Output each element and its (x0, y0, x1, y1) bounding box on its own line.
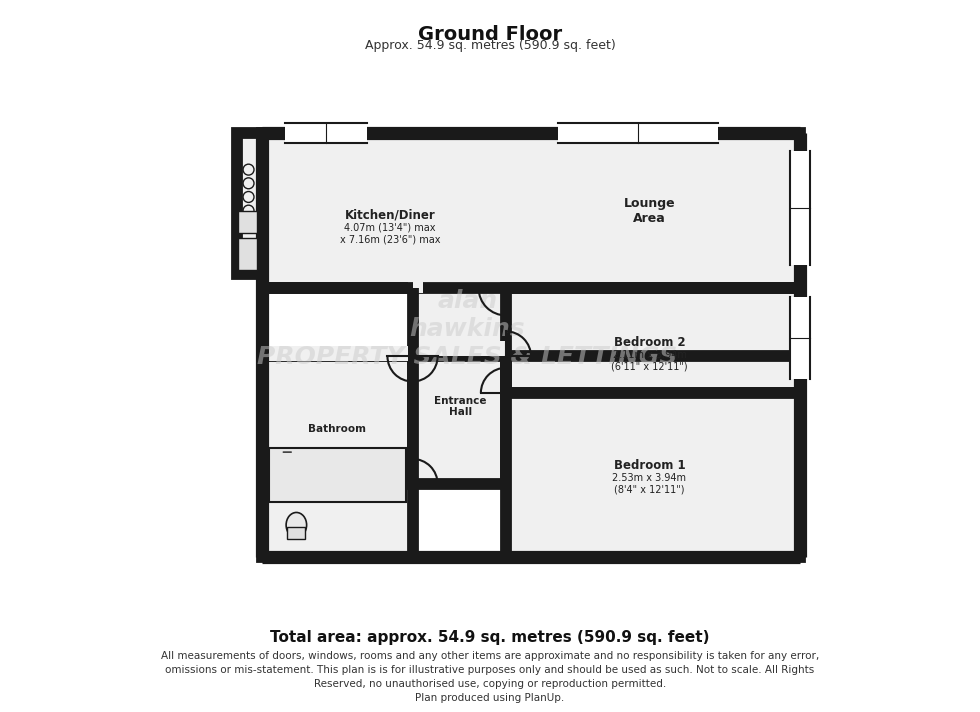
Bar (268, 347, 408, 362)
Text: alan
hawkins
PROPERTY SALES & LETTINGS: alan hawkins PROPERTY SALES & LETTINGS (257, 289, 677, 369)
Text: Total area: approx. 54.9 sq. metres (590.9 sq. feet): Total area: approx. 54.9 sq. metres (590… (270, 630, 710, 645)
Text: Bedroom 2: Bedroom 2 (613, 336, 685, 350)
Bar (263, 357, 413, 557)
Text: Ground Floor: Ground Floor (417, 25, 563, 44)
Text: 2.11m x 3.94m
(6'11" x 12'11"): 2.11m x 3.94m (6'11" x 12'11") (612, 350, 688, 372)
Text: Entrance
Hall: Entrance Hall (434, 396, 487, 417)
Bar (285, 123, 367, 143)
Bar (237, 133, 263, 274)
Bar (408, 278, 422, 293)
Ellipse shape (286, 513, 307, 538)
Bar (413, 357, 506, 484)
Text: Lounge
Area: Lounge Area (623, 197, 675, 224)
Bar (506, 288, 800, 393)
Bar (413, 288, 506, 357)
Bar (287, 528, 306, 539)
Bar (413, 341, 506, 357)
Bar (506, 393, 800, 557)
Bar (790, 152, 809, 266)
Bar (263, 133, 800, 288)
Text: Kitchen/Diner: Kitchen/Diner (344, 209, 435, 221)
Bar (238, 211, 257, 234)
Bar (790, 297, 809, 379)
Text: Bedroom 1: Bedroom 1 (613, 459, 685, 472)
Text: All measurements of doors, windows, rooms and any other items are approximate an: All measurements of doors, windows, room… (161, 651, 819, 703)
Text: 4.07m (13'4") max
x 7.16m (23'6") max: 4.07m (13'4") max x 7.16m (23'6") max (339, 223, 440, 244)
Bar (559, 123, 717, 143)
Text: 2.53m x 3.94m
(8'4" x 12'11"): 2.53m x 3.94m (8'4" x 12'11") (612, 473, 686, 495)
Text: Approx. 54.9 sq. metres (590.9 sq. feet): Approx. 54.9 sq. metres (590.9 sq. feet) (365, 39, 615, 52)
Bar (238, 238, 257, 270)
Bar (270, 448, 406, 502)
Text: Bathroom: Bathroom (309, 424, 367, 434)
